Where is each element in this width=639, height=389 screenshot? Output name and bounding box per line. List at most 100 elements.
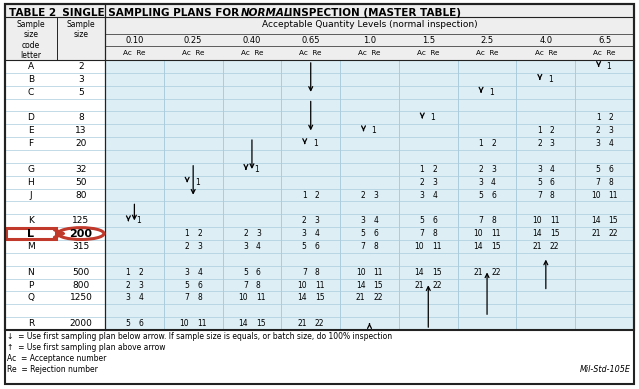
Text: 3: 3 bbox=[596, 139, 601, 148]
Text: 3: 3 bbox=[374, 191, 378, 200]
Text: 11: 11 bbox=[432, 242, 442, 251]
Text: 200: 200 bbox=[72, 229, 89, 238]
Text: 3: 3 bbox=[608, 126, 613, 135]
Text: 14: 14 bbox=[473, 242, 483, 251]
Text: 2: 2 bbox=[537, 139, 542, 148]
Text: 22: 22 bbox=[374, 293, 383, 302]
Text: 3: 3 bbox=[537, 165, 542, 174]
Text: 2: 2 bbox=[78, 62, 84, 71]
Text: 2: 2 bbox=[315, 191, 320, 200]
Text: 7: 7 bbox=[243, 280, 248, 289]
Text: 10: 10 bbox=[415, 242, 424, 251]
Text: 1: 1 bbox=[596, 113, 601, 123]
Text: 6: 6 bbox=[432, 216, 437, 225]
Text: 1: 1 bbox=[302, 191, 307, 200]
Text: J: J bbox=[29, 191, 33, 200]
Text: Ac  Re: Ac Re bbox=[476, 50, 498, 56]
Text: 4: 4 bbox=[374, 216, 378, 225]
Text: 1: 1 bbox=[489, 88, 494, 96]
Text: NORMAL: NORMAL bbox=[241, 8, 291, 18]
Text: 2: 2 bbox=[491, 139, 496, 148]
Text: 0.65: 0.65 bbox=[302, 36, 320, 45]
Text: 1: 1 bbox=[548, 75, 553, 84]
Text: 8: 8 bbox=[315, 268, 320, 277]
Text: 3: 3 bbox=[360, 216, 366, 225]
Text: R: R bbox=[28, 319, 34, 328]
Text: 10: 10 bbox=[591, 191, 601, 200]
Text: 4: 4 bbox=[432, 191, 437, 200]
Text: 21: 21 bbox=[297, 319, 307, 328]
Text: 1: 1 bbox=[606, 62, 612, 71]
Text: 1: 1 bbox=[254, 165, 259, 174]
Text: 4: 4 bbox=[550, 165, 555, 174]
Text: 21: 21 bbox=[532, 242, 542, 251]
Text: 4: 4 bbox=[256, 242, 261, 251]
Text: D: D bbox=[27, 113, 35, 123]
Text: 20: 20 bbox=[75, 139, 87, 148]
Text: 3: 3 bbox=[491, 165, 496, 174]
Bar bbox=[5, 4, 634, 330]
Text: 1: 1 bbox=[126, 268, 130, 277]
Text: 8: 8 bbox=[432, 229, 437, 238]
Text: 10: 10 bbox=[532, 216, 542, 225]
Text: 4: 4 bbox=[608, 139, 613, 148]
Text: F: F bbox=[29, 139, 34, 148]
Text: 6: 6 bbox=[374, 229, 378, 238]
Text: 1: 1 bbox=[420, 165, 424, 174]
Text: 200: 200 bbox=[70, 229, 93, 238]
Text: 5: 5 bbox=[537, 178, 542, 187]
Text: K: K bbox=[28, 216, 34, 225]
Text: 125: 125 bbox=[72, 216, 89, 225]
Text: 21: 21 bbox=[356, 293, 366, 302]
Text: 11: 11 bbox=[374, 268, 383, 277]
Text: 6: 6 bbox=[550, 178, 555, 187]
Text: Ac  Re: Ac Re bbox=[535, 50, 557, 56]
Text: 11: 11 bbox=[608, 191, 618, 200]
Text: L: L bbox=[29, 229, 33, 238]
Text: 3: 3 bbox=[302, 229, 307, 238]
Text: 7: 7 bbox=[537, 191, 542, 200]
Text: 22: 22 bbox=[608, 229, 618, 238]
Text: 10: 10 bbox=[473, 229, 483, 238]
Text: 1: 1 bbox=[479, 139, 483, 148]
Text: 2: 2 bbox=[139, 268, 143, 277]
Text: 3: 3 bbox=[139, 280, 143, 289]
Text: 15: 15 bbox=[374, 280, 383, 289]
Text: 4: 4 bbox=[197, 268, 202, 277]
Text: Ac  Re: Ac Re bbox=[594, 50, 616, 56]
Text: 6: 6 bbox=[139, 319, 143, 328]
Text: 3: 3 bbox=[478, 178, 483, 187]
Text: Re  = Rejection number: Re = Rejection number bbox=[7, 365, 98, 374]
Text: 10: 10 bbox=[238, 293, 248, 302]
Text: 2: 2 bbox=[197, 229, 202, 238]
Text: 500: 500 bbox=[72, 268, 89, 277]
Text: 22: 22 bbox=[491, 268, 500, 277]
Text: 6.5: 6.5 bbox=[598, 36, 612, 45]
Text: 8: 8 bbox=[550, 191, 555, 200]
Text: 5: 5 bbox=[184, 280, 189, 289]
Text: 15: 15 bbox=[550, 229, 560, 238]
Text: 4: 4 bbox=[139, 293, 143, 302]
Text: 10: 10 bbox=[180, 319, 189, 328]
Text: Acceptable Quantity Levels (normal inspection): Acceptable Quantity Levels (normal inspe… bbox=[262, 20, 477, 29]
Text: ↑  = Use first sampling plan above arrow: ↑ = Use first sampling plan above arrow bbox=[7, 343, 166, 352]
Text: Ac  Re: Ac Re bbox=[300, 50, 322, 56]
Text: 3: 3 bbox=[243, 242, 248, 251]
Text: 8: 8 bbox=[256, 280, 261, 289]
Text: 7: 7 bbox=[596, 178, 601, 187]
Text: 3: 3 bbox=[432, 178, 437, 187]
Text: 2: 2 bbox=[479, 165, 483, 174]
Text: E: E bbox=[28, 126, 34, 135]
Text: 11: 11 bbox=[197, 319, 206, 328]
Text: 8: 8 bbox=[491, 216, 496, 225]
Text: 8: 8 bbox=[78, 113, 84, 123]
Text: 15: 15 bbox=[315, 293, 325, 302]
Text: 2: 2 bbox=[596, 126, 601, 135]
Text: INSPECTION (MASTER TABLE): INSPECTION (MASTER TABLE) bbox=[285, 8, 461, 18]
Text: 7: 7 bbox=[184, 293, 189, 302]
Text: 6: 6 bbox=[256, 268, 261, 277]
Text: Q: Q bbox=[27, 293, 35, 302]
Text: 5: 5 bbox=[243, 268, 248, 277]
Text: 3: 3 bbox=[315, 216, 320, 225]
Text: 4.0: 4.0 bbox=[539, 36, 552, 45]
